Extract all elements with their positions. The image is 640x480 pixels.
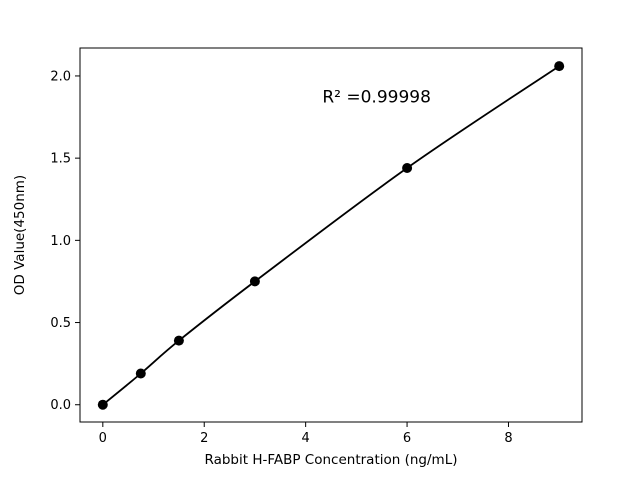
data-point (135, 368, 146, 379)
x-tick-label: 4 (302, 431, 310, 446)
data-point (97, 399, 108, 410)
x-axis-label: Rabbit H-FABP Concentration (ng/mL) (205, 452, 458, 468)
x-tick-label: 8 (504, 431, 512, 446)
data-point (402, 163, 413, 173)
plot-border (79, 47, 583, 423)
data-point (554, 61, 565, 72)
y-tick-label: 0.0 (50, 398, 71, 413)
x-tick-label: 6 (403, 431, 411, 446)
data-point (173, 335, 184, 346)
y-tick-label: 1.5 (50, 152, 71, 167)
r-squared-annotation: R² =0.99998 (322, 87, 431, 107)
x-tick-label: 2 (200, 431, 208, 446)
y-axis-label: OD Value(450nm) (12, 175, 28, 295)
y-tick-label: 0.5 (50, 316, 71, 331)
y-tick-label: 2.0 (50, 69, 71, 84)
x-tick-label: 0 (99, 431, 107, 446)
data-point (249, 276, 260, 287)
y-tick-label: 1.0 (50, 234, 71, 249)
